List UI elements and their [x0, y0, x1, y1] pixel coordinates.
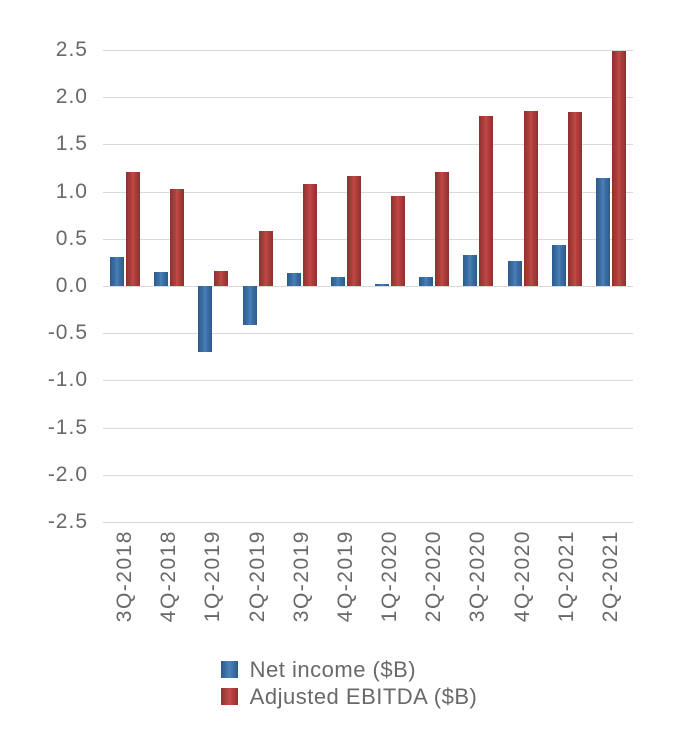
x-tick-label-1Q-2021: 1Q-2021: [545, 530, 589, 652]
y-tick-label: -2.5: [47, 510, 88, 533]
bar-adjusted-ebitda-1Q-2021: [567, 112, 582, 286]
bar-net-income-1Q-2021: [551, 244, 566, 286]
bar-group-1Q-2020: [368, 50, 412, 522]
x-tick-text: 4Q-2019: [333, 530, 357, 623]
bar-group-4Q-2018: [147, 50, 191, 522]
gridline: [103, 380, 633, 382]
bar-net-income-3Q-2018: [110, 256, 125, 286]
y-tick-label: 0.5: [55, 226, 88, 250]
x-tick-text: 2Q-2020: [422, 530, 446, 623]
bar-group-3Q-2018: [103, 50, 147, 522]
bar-net-income-2Q-2020: [419, 276, 434, 286]
x-tick-label-3Q-2018: 3Q-2018: [103, 530, 147, 652]
bar-adjusted-ebitda-4Q-2019: [346, 175, 361, 286]
legend: Net income ($B) Adjusted EBITDA ($B): [0, 656, 698, 710]
legend-item-net-income: Net income ($B): [220, 656, 478, 683]
bar-adjusted-ebitda-2Q-2020: [435, 171, 450, 286]
bar-adjusted-ebitda-4Q-2020: [523, 111, 538, 286]
y-tick-label: 2.5: [55, 38, 88, 61]
bar-adjusted-ebitda-3Q-2018: [126, 171, 141, 286]
bar-group-2Q-2020: [412, 50, 456, 522]
bar-group-1Q-2021: [545, 50, 589, 522]
gridline: [103, 286, 633, 287]
gridline: [103, 333, 633, 335]
bar-net-income-4Q-2020: [507, 260, 522, 286]
x-tick-text: 3Q-2019: [289, 530, 313, 623]
gridline: [103, 522, 633, 523]
bar-group-2Q-2019: [236, 50, 280, 522]
x-tick-text: 1Q-2020: [378, 530, 402, 623]
legend-label-adjusted-ebitda: Adjusted EBITDA ($B): [249, 684, 478, 709]
y-tick-label: -2.0: [47, 462, 88, 486]
bar-adjusted-ebitda-2Q-2019: [258, 231, 273, 286]
gridline: [103, 427, 633, 429]
net-income-swatch-icon: [220, 661, 238, 678]
x-tick-text: 3Q-2018: [113, 530, 137, 623]
x-tick-label-4Q-2020: 4Q-2020: [501, 530, 545, 652]
x-tick-text: 4Q-2020: [510, 530, 534, 623]
bar-group-2Q-2021: [589, 50, 633, 522]
plot-area: [103, 50, 633, 523]
bar-group-1Q-2019: [191, 50, 235, 522]
bar-net-income-3Q-2019: [286, 272, 301, 286]
bar-group-4Q-2020: [501, 50, 545, 522]
x-tick-text: 2Q-2019: [245, 530, 269, 623]
y-tick-label: 1.0: [55, 179, 88, 203]
x-tick-text: 1Q-2021: [554, 530, 578, 623]
x-tick-text: 1Q-2019: [201, 530, 225, 623]
x-tick-label-2Q-2020: 2Q-2020: [412, 530, 456, 652]
x-tick-text: 3Q-2020: [466, 530, 490, 623]
y-tick-label: -1.0: [47, 368, 88, 392]
bar-adjusted-ebitda-3Q-2019: [302, 184, 317, 286]
x-tick-label-2Q-2019: 2Q-2019: [236, 530, 280, 652]
x-tick-label-1Q-2020: 1Q-2020: [368, 530, 412, 652]
bar-adjusted-ebitda-2Q-2021: [611, 50, 626, 286]
gridline: [103, 144, 633, 146]
legend-label-net-income: Net income ($B): [249, 657, 417, 682]
bar-adjusted-ebitda-4Q-2018: [170, 188, 185, 286]
bar-net-income-1Q-2019: [198, 286, 213, 353]
bar-net-income-1Q-2020: [375, 284, 390, 287]
x-tick-label-3Q-2020: 3Q-2020: [456, 530, 500, 652]
bar-net-income-3Q-2020: [463, 254, 478, 286]
gridline: [103, 238, 633, 240]
bar-adjusted-ebitda-1Q-2020: [391, 196, 406, 286]
x-tick-label-2Q-2021: 2Q-2021: [589, 530, 633, 652]
y-tick-label: 1.5: [55, 132, 88, 156]
bar-net-income-4Q-2018: [154, 271, 169, 286]
y-tick-label: 0.0: [55, 274, 88, 297]
y-tick-label: -1.5: [47, 415, 88, 439]
x-tick-label-1Q-2019: 1Q-2019: [191, 530, 235, 652]
legend-box: Net income ($B) Adjusted EBITDA ($B): [220, 656, 478, 710]
bar-adjusted-ebitda-1Q-2019: [214, 270, 229, 286]
x-tick-label-3Q-2019: 3Q-2019: [280, 530, 324, 652]
x-tick-label-4Q-2019: 4Q-2019: [324, 530, 368, 652]
y-tick-label: -0.5: [47, 321, 88, 345]
bar-net-income-2Q-2021: [595, 178, 610, 286]
gridline: [103, 474, 633, 476]
bar-group-4Q-2019: [324, 50, 368, 522]
gridline: [103, 97, 633, 99]
adjusted-ebitda-swatch-icon: [220, 688, 238, 705]
x-tick-text: 2Q-2021: [598, 530, 622, 623]
gridline: [103, 191, 633, 193]
x-tick-text: 4Q-2018: [157, 530, 181, 623]
gridline: [103, 50, 633, 51]
y-tick-label: 2.0: [55, 85, 88, 109]
x-tick-label-4Q-2018: 4Q-2018: [147, 530, 191, 652]
bar-net-income-4Q-2019: [330, 276, 345, 286]
bar-adjusted-ebitda-3Q-2020: [479, 116, 494, 286]
x-axis: 3Q-2018 4Q-2018 1Q-2019 2Q-2019 3Q-2019 4Q-20…: [0, 530, 698, 652]
bar-net-income-2Q-2019: [242, 286, 257, 325]
bar-group-3Q-2019: [280, 50, 324, 522]
legend-item-adjusted-ebitda: Adjusted EBITDA ($B): [220, 683, 478, 710]
bar-group-3Q-2020: [456, 50, 500, 522]
